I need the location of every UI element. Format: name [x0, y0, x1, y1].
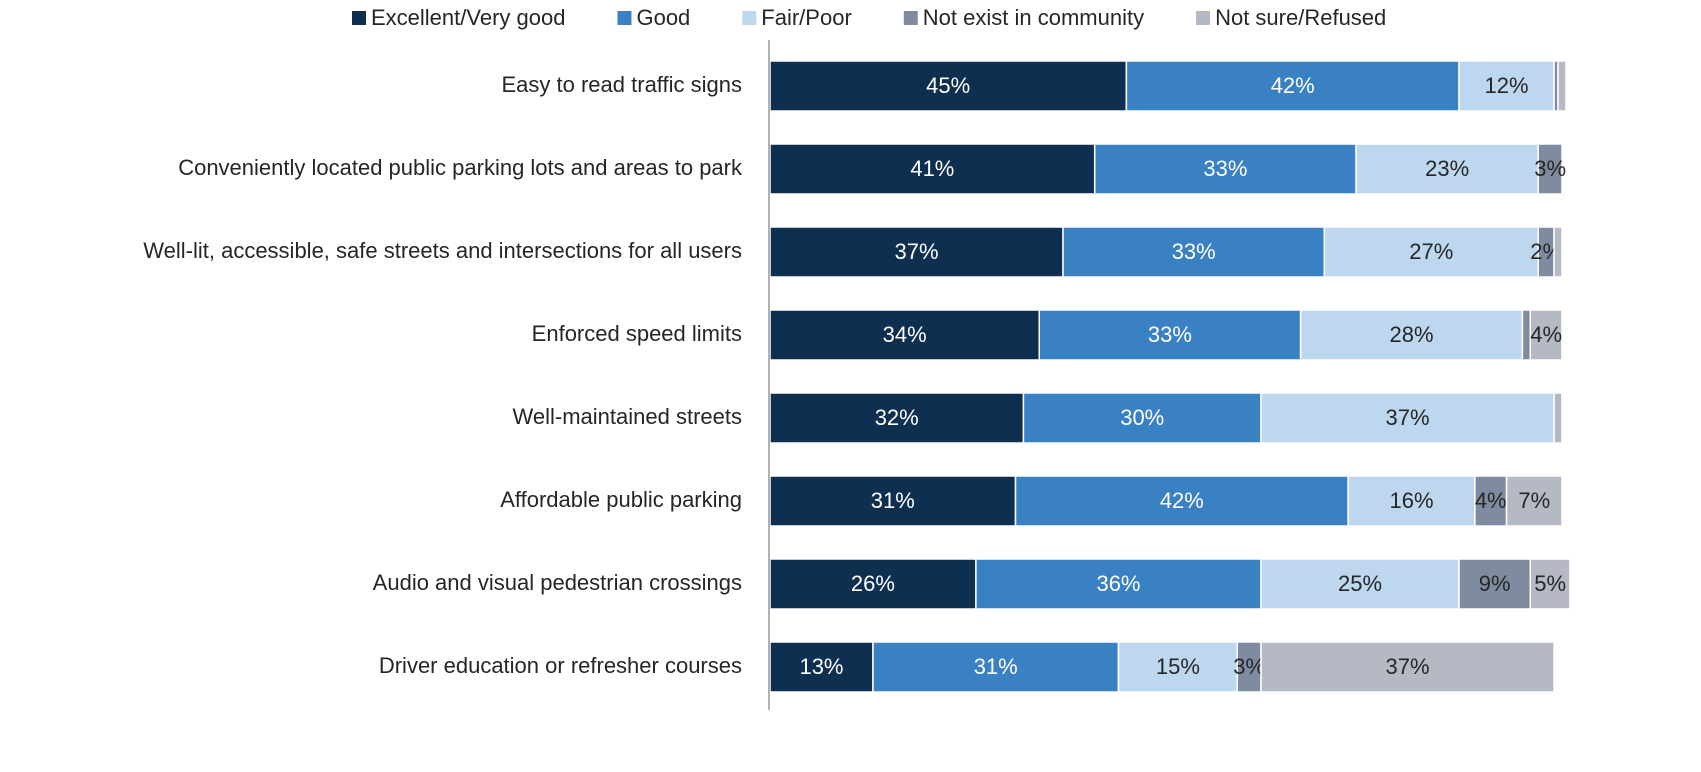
- value-label: 42%: [1160, 488, 1204, 513]
- legend-label: Excellent/Very good: [371, 5, 565, 30]
- legend-label: Fair/Poor: [761, 5, 851, 30]
- value-label: 30%: [1120, 405, 1164, 430]
- bar-segment: [1529, 309, 1563, 361]
- value-label: 9%: [1479, 571, 1511, 596]
- bar-segment: [1038, 309, 1302, 361]
- legend-swatch: [903, 11, 918, 25]
- value-label: 23%: [1425, 156, 1469, 181]
- bar-segment: [1553, 226, 1563, 278]
- value-label: 4%: [1530, 322, 1562, 347]
- value-label: 25%: [1338, 571, 1382, 596]
- bar-segment: [1062, 226, 1326, 278]
- bar-segment: [1125, 60, 1460, 112]
- value-label: 41%: [910, 156, 954, 181]
- legend-swatch: [742, 11, 757, 25]
- bar-segment: [769, 226, 1064, 278]
- value-label: 36%: [1096, 571, 1140, 596]
- value-label: 3%: [1534, 156, 1566, 181]
- category-label: Audio and visual pedestrian crossings: [373, 570, 742, 595]
- category-label: Well-maintained streets: [513, 404, 742, 429]
- value-label: 7%: [1518, 488, 1550, 513]
- value-label: 4%: [1475, 488, 1507, 513]
- category-label: Conveniently located public parking lots…: [178, 155, 743, 180]
- bar-segment: [1505, 475, 1563, 527]
- value-label: 34%: [883, 322, 927, 347]
- legend-swatch: [352, 11, 366, 25]
- bar-segment: [769, 309, 1041, 361]
- legend-swatch: [617, 11, 632, 25]
- value-label: 37%: [1386, 405, 1430, 430]
- bar-segment: [1521, 309, 1532, 361]
- bar-segment: [1093, 143, 1357, 195]
- value-label: 16%: [1389, 488, 1433, 513]
- value-label: 32%: [875, 405, 919, 430]
- bar-segment: [1553, 392, 1563, 444]
- value-label: 27%: [1409, 239, 1453, 264]
- bar-segment: [1557, 60, 1567, 112]
- value-label: 33%: [1148, 322, 1192, 347]
- bar-segment: [1260, 558, 1460, 610]
- bar-segment: [1323, 226, 1539, 278]
- value-label: 26%: [851, 571, 895, 596]
- bar-segment: [769, 392, 1025, 444]
- value-label: 31%: [974, 654, 1018, 679]
- legend-label: Good: [636, 5, 690, 30]
- value-label: 37%: [894, 239, 938, 264]
- value-label: 45%: [926, 73, 970, 98]
- value-label: 33%: [1172, 239, 1216, 264]
- bar-segment: [1117, 641, 1239, 693]
- value-label: 37%: [1386, 654, 1430, 679]
- value-label: 33%: [1203, 156, 1247, 181]
- bar-segment: [1458, 558, 1532, 610]
- value-label: 15%: [1156, 654, 1200, 679]
- bar-segment: [769, 558, 977, 610]
- value-label: 13%: [799, 654, 843, 679]
- value-label: 42%: [1271, 73, 1315, 98]
- bar-segment: [1355, 143, 1539, 195]
- bar-segment: [1458, 60, 1555, 112]
- legend-label: Not sure/Refused: [1215, 5, 1386, 30]
- bar-segment: [769, 60, 1128, 112]
- bar-segment: [1474, 475, 1508, 527]
- value-label: 31%: [871, 488, 915, 513]
- bar-segment: [1260, 392, 1555, 444]
- bar-segment: [1529, 558, 1571, 610]
- legend-swatch: [1196, 11, 1211, 25]
- category-label: Driver education or refresher courses: [379, 653, 742, 678]
- bar-segment: [872, 641, 1120, 693]
- bar-segment: [1022, 392, 1262, 444]
- value-label: 5%: [1534, 571, 1566, 596]
- category-label: Enforced speed limits: [532, 321, 742, 346]
- category-label: Easy to read traffic signs: [502, 72, 743, 97]
- bar-segment: [1014, 475, 1349, 527]
- bar-segment: [1347, 475, 1476, 527]
- category-label: Well-lit, accessible, safe streets and i…: [143, 238, 742, 263]
- value-label: 3%: [1233, 654, 1265, 679]
- value-label: 28%: [1389, 322, 1433, 347]
- bar-segment: [1299, 309, 1524, 361]
- bar-segment: [1260, 641, 1555, 693]
- legend-label: Not exist in community: [923, 5, 1144, 30]
- category-label: Affordable public parking: [500, 487, 742, 512]
- value-label: 12%: [1485, 73, 1529, 98]
- bar-segment: [1537, 143, 1563, 195]
